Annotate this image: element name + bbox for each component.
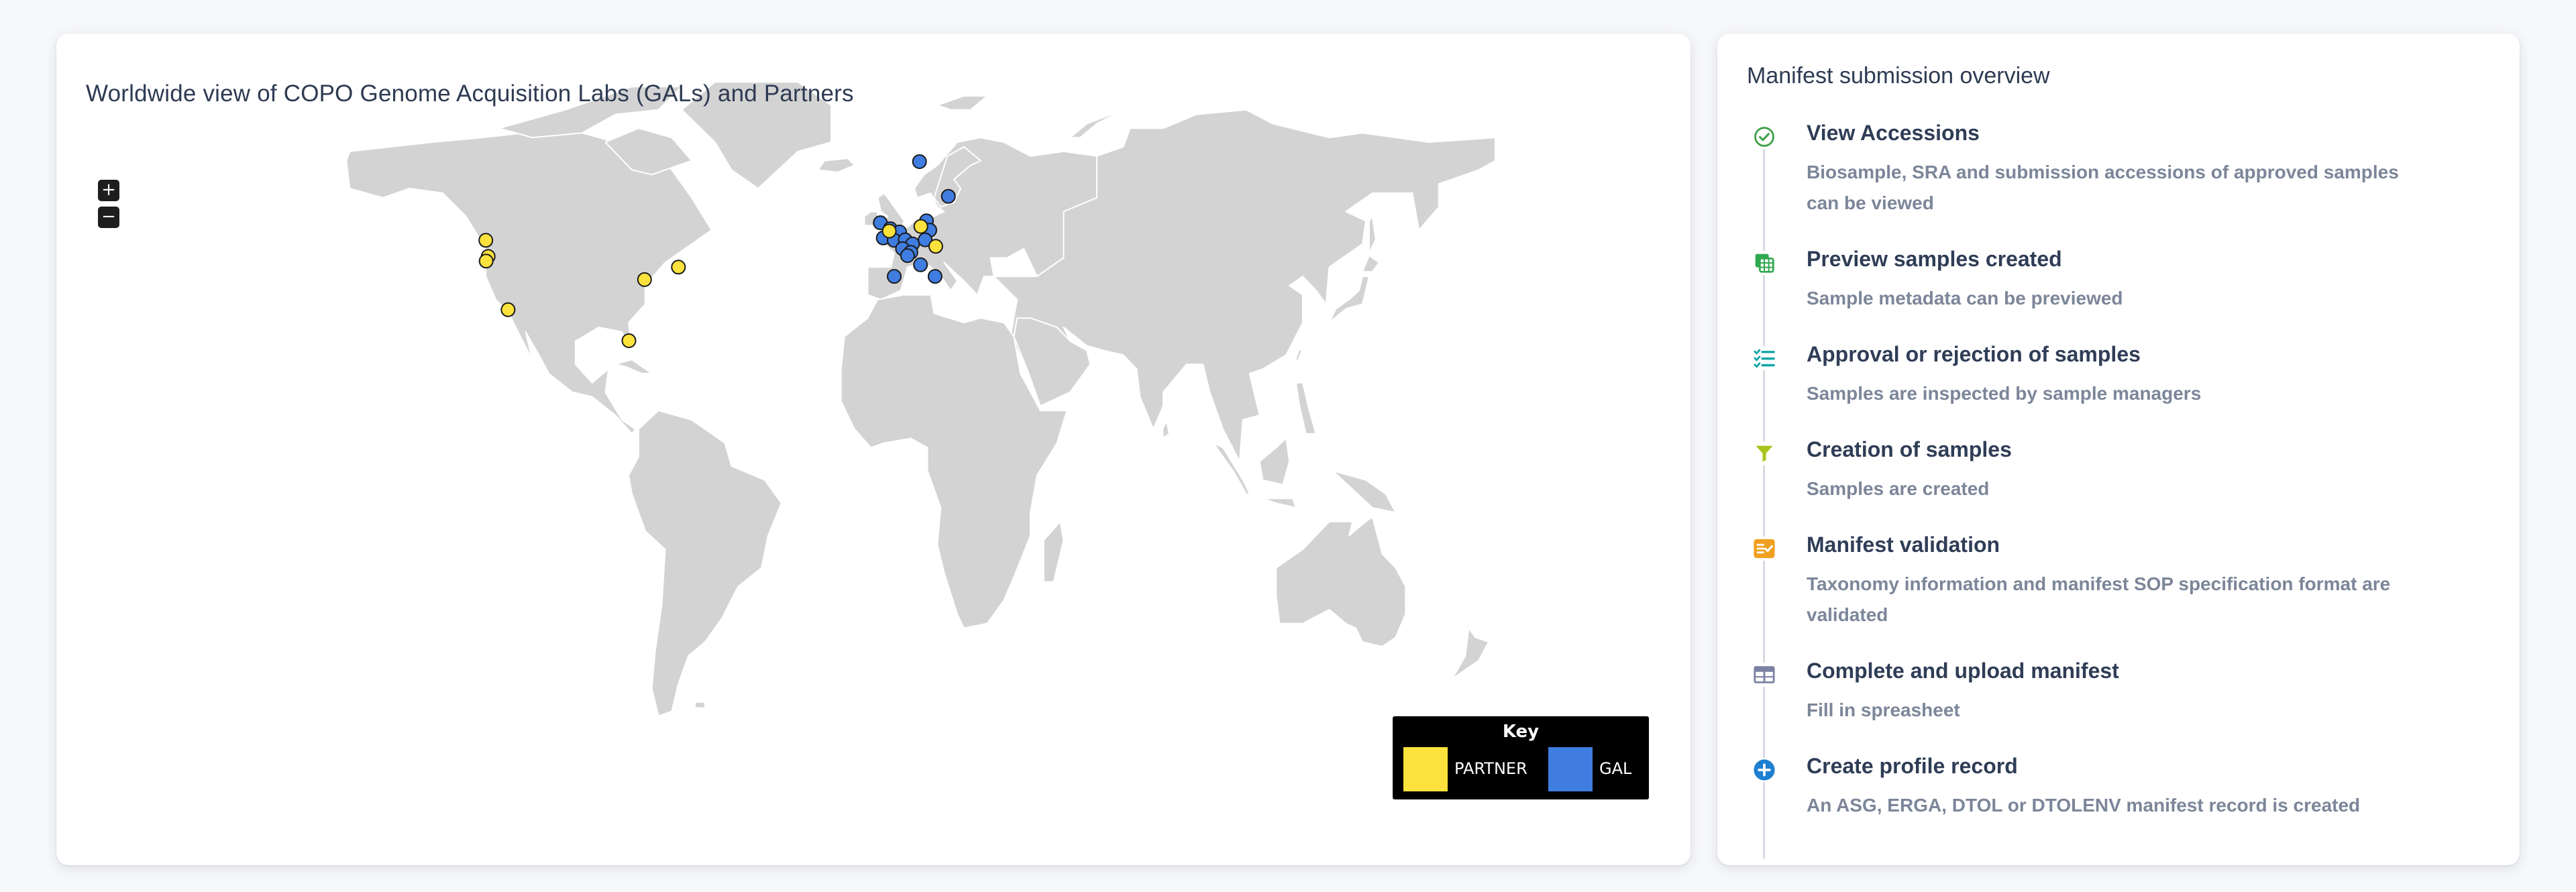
step-title: Approval or rejection of samples (1807, 342, 2141, 366)
overview-title: Manifest submission overview (1747, 63, 2050, 89)
world-map[interactable] (56, 34, 1690, 865)
plus-circle-icon (1752, 758, 1776, 782)
funnel-icon (1752, 441, 1776, 465)
landmass-svalbard (936, 95, 988, 111)
step-description: Taxonomy information and manifest SOP sp… (1807, 573, 2391, 625)
landmass-taiwan (1295, 349, 1303, 366)
checklist-icon (1752, 537, 1776, 561)
landmass-north-america (345, 127, 712, 435)
partner-marker[interactable] (621, 333, 637, 348)
partner-marker[interactable] (913, 219, 928, 234)
landmass-sakhalin (1368, 215, 1377, 254)
map-card: Worldwide view of COPO Genome Acquisitio… (56, 34, 1690, 865)
partner-swatch (1403, 747, 1448, 791)
step-title: Creation of samples (1807, 437, 2012, 461)
step-description: Sample metadata can be previewed (1807, 288, 2123, 309)
landmass-africa (840, 294, 1068, 629)
step-title: Create profile record (1807, 754, 2018, 778)
step-description: An ASG, ERGA, DTOL or DTOLENV manifest r… (1807, 795, 2361, 816)
landmass-new-zealand (1451, 627, 1490, 680)
landmass-arabia (1013, 317, 1091, 407)
gal-marker[interactable] (913, 257, 928, 272)
partner-marker[interactable] (928, 239, 943, 254)
key-title: Key (1502, 722, 1540, 742)
step-description: Biosample, SRA and submission accessions… (1807, 162, 2399, 213)
table-icon (1752, 663, 1776, 687)
gal-marker[interactable] (887, 269, 902, 284)
landmass-australia (1275, 516, 1407, 648)
landmass-philippines (1295, 382, 1317, 435)
partner-marker[interactable] (478, 233, 494, 248)
partner-marker[interactable] (500, 302, 516, 317)
step-title: Manifest validation (1807, 533, 2000, 557)
landmass-borneo (1258, 437, 1291, 486)
gal-swatch (1548, 747, 1593, 791)
gal-marker[interactable] (900, 248, 915, 264)
partner-marker[interactable] (637, 272, 652, 287)
manifest-overview-card: Manifest submission overview View Access… (1717, 34, 2520, 865)
gal-marker[interactable] (927, 269, 943, 284)
list-check-icon (1752, 346, 1776, 370)
landmass-sri-lanka (1162, 420, 1170, 439)
gal-label: GAL (1599, 759, 1632, 778)
landmass-hokkaido (1362, 255, 1380, 273)
landmass-indonesia (1212, 442, 1297, 509)
check-circle-icon (1752, 125, 1776, 149)
landmass-south-america (628, 410, 782, 717)
timeline-line (1763, 141, 1765, 858)
landmass-canada-islands (498, 86, 683, 139)
partner-label: PARTNER (1454, 759, 1527, 778)
copy-grid-icon (1752, 251, 1776, 275)
map-title: Worldwide view of COPO Genome Acquisitio… (86, 80, 854, 107)
gal-marker[interactable] (912, 154, 927, 169)
step-title: Preview samples created (1807, 247, 2062, 271)
landmass-falklands (694, 701, 706, 709)
map-key: Key PARTNER GAL (1393, 716, 1649, 799)
landmass-greenland (681, 81, 832, 189)
landmass-baffin (604, 127, 693, 176)
step-description: Samples are inspected by sample managers (1807, 383, 2202, 404)
partner-marker[interactable] (881, 223, 897, 239)
landmass-japan (1328, 276, 1370, 324)
step-description: Samples are created (1807, 478, 1990, 499)
step-title: View Accessions (1807, 121, 1980, 145)
zoom-in-button[interactable]: + (98, 180, 119, 201)
landmass-new-guinea (1332, 469, 1397, 513)
gal-marker[interactable] (918, 232, 933, 247)
landmass-novaya-zemlya (1069, 109, 1124, 139)
partner-marker[interactable] (478, 254, 494, 269)
landmass-madagascar (1042, 520, 1065, 583)
gal-marker[interactable] (941, 188, 956, 204)
zoom-out-button[interactable]: − (98, 207, 119, 228)
landmass-cuba (614, 359, 653, 374)
landmass-iceland (817, 158, 855, 173)
partner-marker[interactable] (671, 260, 686, 275)
step-description: Fill in spreasheet (1807, 700, 1960, 720)
step-title: Complete and upload manifest (1807, 659, 2119, 683)
landmass-asia (993, 109, 1496, 463)
